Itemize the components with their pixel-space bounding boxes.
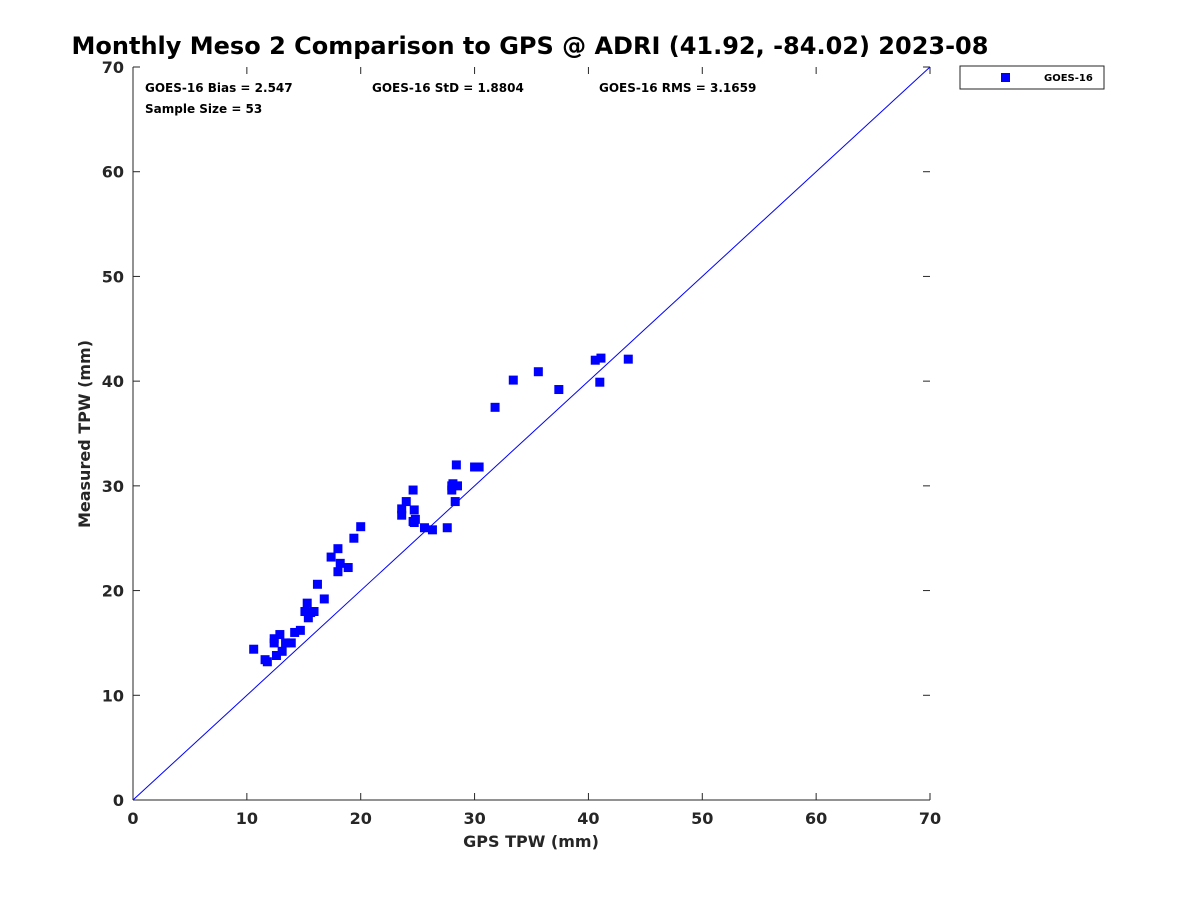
data-point [470, 462, 480, 472]
data-point [623, 354, 633, 364]
data-point [281, 638, 291, 648]
chart-title: Monthly Meso 2 Comparison to GPS @ ADRI … [72, 32, 989, 60]
data-point [554, 385, 564, 395]
x-tick-label: 60 [805, 809, 827, 828]
data-point [249, 644, 259, 654]
data-point [419, 523, 429, 533]
reference-line-group [132, 66, 931, 801]
data-point [300, 607, 310, 617]
x-tick-label: 50 [691, 809, 713, 828]
y-tick-label: 60 [102, 163, 124, 182]
data-point [286, 638, 296, 648]
data-point [450, 497, 460, 507]
data-point [309, 607, 319, 617]
y-tick-label: 0 [113, 791, 124, 810]
x-tick-label: 0 [127, 809, 138, 828]
data-point [319, 594, 329, 604]
legend: GOES-16 [959, 65, 1105, 90]
axes [132, 67, 930, 801]
data-point [447, 481, 457, 491]
x-tick-label: 40 [577, 809, 599, 828]
data-point [271, 650, 281, 660]
y-tick-label: 10 [102, 686, 124, 705]
x-tick-label: 30 [463, 809, 485, 828]
x-ticks: 0 10 20 30 40 50 60 70 [127, 67, 941, 828]
legend-marker-square [1001, 73, 1010, 82]
data-point [275, 630, 285, 640]
data-point [490, 402, 500, 412]
data-point [533, 367, 543, 377]
data-point [442, 523, 452, 533]
y-tick-label: 40 [102, 372, 124, 391]
std-stat: GOES-16 StD = 1.8804 [372, 81, 524, 95]
data-point [474, 462, 484, 472]
data-point [451, 460, 461, 470]
y-tick-label: 70 [102, 58, 124, 77]
data-point [595, 377, 605, 387]
data-point [590, 355, 600, 365]
x-tick-label: 20 [350, 809, 372, 828]
data-point [302, 598, 312, 608]
data-point [269, 634, 279, 644]
y-tick-label: 50 [102, 267, 124, 286]
y-tick-label: 20 [102, 582, 124, 601]
data-point [596, 353, 606, 363]
x-axis-label: GPS TPW (mm) [463, 832, 599, 851]
data-point [312, 579, 322, 589]
legend-label: GOES-16 [1044, 73, 1093, 84]
data-point [409, 505, 419, 515]
data-point [508, 375, 518, 385]
data-point [303, 613, 313, 623]
data-point [452, 481, 462, 491]
data-points [249, 353, 633, 667]
data-point [290, 627, 300, 637]
data-point [333, 544, 343, 554]
data-point [427, 525, 437, 535]
data-point [295, 625, 305, 635]
data-point [333, 567, 343, 577]
data-point [408, 485, 418, 495]
one-to-one-line [132, 66, 931, 801]
data-point [277, 646, 287, 656]
y-tick-label: 30 [102, 477, 124, 496]
y-axis-label: Measured TPW (mm) [75, 340, 94, 528]
data-point [349, 533, 359, 543]
data-point [343, 563, 353, 573]
data-point [356, 522, 366, 532]
data-point [326, 552, 336, 562]
data-point [397, 504, 407, 514]
bias-stat: GOES-16 Bias = 2.547 [145, 81, 293, 95]
data-point [409, 518, 419, 528]
data-point [401, 497, 411, 507]
rms-stat: GOES-16 RMS = 3.1659 [599, 81, 756, 95]
y-ticks: 0 10 20 30 40 50 60 70 [102, 58, 930, 810]
x-tick-label: 70 [919, 809, 941, 828]
data-point [335, 558, 345, 568]
data-point [397, 510, 407, 520]
data-point [262, 657, 272, 667]
legend-box [959, 65, 1105, 90]
sample-size-stat: Sample Size = 53 [145, 102, 262, 116]
x-tick-label: 10 [236, 809, 258, 828]
